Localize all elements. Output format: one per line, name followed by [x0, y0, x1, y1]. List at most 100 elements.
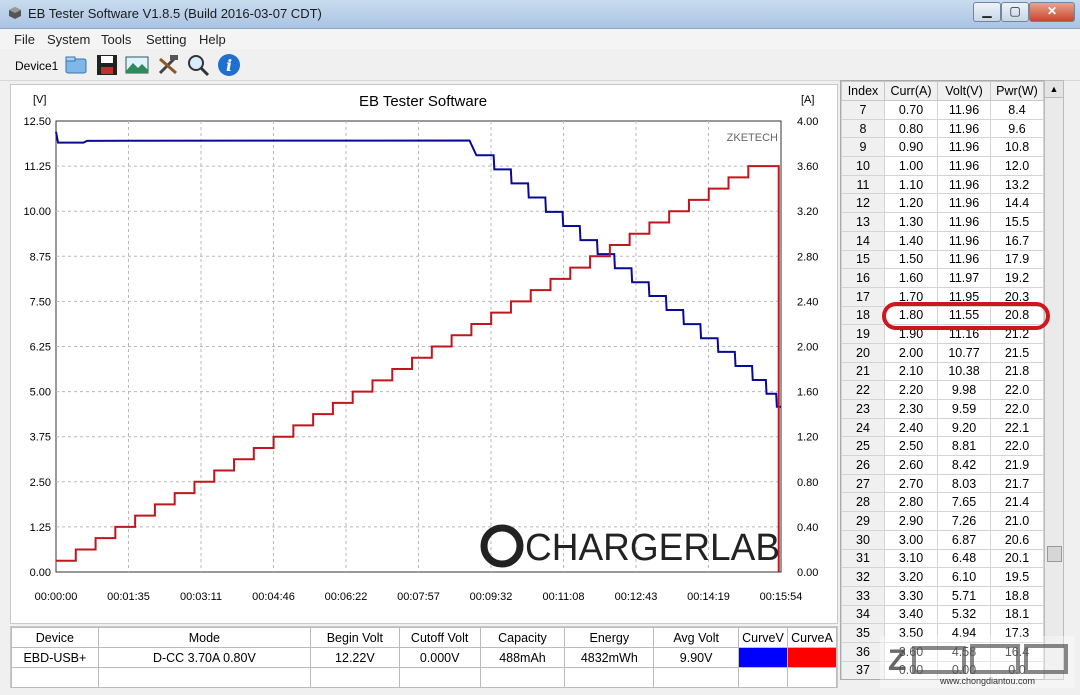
- row-voltage: 5.71: [937, 585, 991, 606]
- menu-file[interactable]: File: [14, 32, 35, 47]
- data-grid[interactable]: Index Curr(A) Volt(V) Pwr(W) 7 0.70 11.96 8…: [840, 80, 1045, 680]
- table-row[interactable]: 15 1.50 11.96 17.9: [841, 249, 1044, 270]
- row-power: 20.1: [990, 548, 1044, 569]
- row-power: 22.0: [990, 380, 1044, 400]
- minimize-button[interactable]: ▁: [973, 2, 1001, 22]
- table-row[interactable]: 29 2.90 7.26 21.0: [841, 511, 1044, 531]
- row-current: 2.60: [884, 455, 938, 475]
- table-row[interactable]: 20 2.00 10.77 21.5: [841, 342, 1044, 363]
- table-row[interactable]: 26 2.60 8.42 21.9: [841, 455, 1044, 475]
- table-row[interactable]: 21 2.10 10.38 21.8: [841, 361, 1044, 382]
- grid-header-index[interactable]: Index: [841, 81, 885, 101]
- table-row[interactable]: 16 1.60 11.97 19.2: [841, 268, 1044, 288]
- y-right-tick-label: 2.40: [797, 296, 818, 308]
- menu-help[interactable]: Help: [199, 32, 226, 47]
- table-row[interactable]: 27 2.70 8.03 21.7: [841, 473, 1044, 494]
- row-power: 19.5: [990, 567, 1044, 587]
- summary-header-begin-volt: Begin Volt: [309, 627, 400, 648]
- table-row[interactable]: 24 2.40 9.20 22.1: [841, 417, 1044, 438]
- table-row[interactable]: 33 3.30 5.71 18.8: [841, 585, 1044, 606]
- table-row[interactable]: 7 0.70 11.96 8.4: [841, 100, 1044, 120]
- curve-v-color-swatch[interactable]: [738, 647, 788, 668]
- close-button[interactable]: ✕: [1029, 2, 1075, 22]
- table-row[interactable]: 13 1.30 11.96 15.5: [841, 212, 1044, 232]
- save-icon[interactable]: [95, 53, 119, 77]
- row-power: 21.0: [990, 511, 1044, 531]
- folder-icon[interactable]: [64, 53, 88, 77]
- scroll-thumb[interactable]: [1047, 546, 1062, 562]
- table-row[interactable]: 17 1.70 11.95 20.3: [841, 286, 1044, 307]
- table-row[interactable]: 18 1.80 11.55 20.8: [841, 305, 1044, 326]
- scroll-up-icon[interactable]: ▲: [1045, 81, 1063, 98]
- summary-header-device: Device: [11, 627, 99, 648]
- x-tick-label: 00:06:22: [325, 591, 368, 603]
- table-row[interactable]: 35 3.50 4.94 17.3: [841, 623, 1044, 643]
- summary-panel: Device Mode Begin Volt Cutoff Volt Capac…: [10, 626, 838, 688]
- table-row[interactable]: 25 2.50 8.81 22.0: [841, 436, 1044, 457]
- table-row[interactable]: 22 2.20 9.98 22.0: [841, 380, 1044, 400]
- curve-a-color-swatch[interactable]: [786, 647, 838, 668]
- row-voltage: 11.55: [937, 305, 991, 326]
- table-row[interactable]: 11 1.10 11.96 13.2: [841, 174, 1044, 195]
- summary-header-cutoff-volt: Cutoff Volt: [398, 627, 481, 648]
- table-row[interactable]: 31 3.10 6.48 20.1: [841, 548, 1044, 569]
- table-row[interactable]: 10 1.00 11.96 12.0: [841, 156, 1044, 176]
- row-voltage: 8.42: [937, 455, 991, 475]
- row-voltage: 8.03: [937, 473, 991, 494]
- table-row[interactable]: 8 0.80 11.96 9.6: [841, 118, 1044, 139]
- table-row[interactable]: 28 2.80 7.65 21.4: [841, 492, 1044, 513]
- summary-begin-volt: 12.22V: [309, 647, 400, 668]
- table-row[interactable]: 34 3.40 5.32 18.1: [841, 604, 1044, 625]
- table-row[interactable]: 9 0.90 11.96 10.8: [841, 137, 1044, 158]
- table-row[interactable]: 30 3.00 6.87 20.6: [841, 529, 1044, 550]
- menu-system[interactable]: System: [47, 32, 91, 47]
- summary-header-row: Device Mode Begin Volt Cutoff Volt Capac…: [11, 627, 838, 648]
- row-current: 3.00: [884, 529, 938, 550]
- summary-value-row[interactable]: EBD-USB+ D-CC 3.70A 0.80V 12.22V 0.000V …: [11, 647, 838, 668]
- row-voltage: 10.77: [937, 342, 991, 363]
- row-voltage: 11.96: [937, 230, 991, 251]
- table-row[interactable]: 14 1.40 11.96 16.7: [841, 230, 1044, 251]
- chart-image-icon[interactable]: [125, 53, 149, 77]
- y-right-tick-label: 1.60: [797, 387, 818, 399]
- row-power: 21.5: [990, 342, 1044, 363]
- row-index: 21: [841, 361, 885, 382]
- row-index: 17: [841, 286, 885, 307]
- table-row[interactable]: 23 2.30 9.59 22.0: [841, 399, 1044, 419]
- row-current: 2.30: [884, 399, 938, 419]
- grid-header-power[interactable]: Pwr(W): [990, 81, 1044, 101]
- grid-scrollbar[interactable]: ▲: [1044, 80, 1064, 680]
- y-left-tick-label: 6.25: [30, 342, 51, 354]
- grid-header-current[interactable]: Curr(A): [884, 81, 938, 101]
- logo-c-mark: [480, 524, 524, 568]
- table-row[interactable]: 32 3.20 6.10 19.5: [841, 567, 1044, 587]
- row-current: 1.10: [884, 174, 938, 195]
- title-bar[interactable]: EB Tester Software V1.8.5 (Build 2016-03…: [0, 0, 1080, 29]
- row-current: 3.10: [884, 548, 938, 569]
- x-tick-label: 00:15:54: [760, 591, 803, 603]
- maximize-button[interactable]: ▢: [1001, 2, 1029, 22]
- toolbar: Device1 i: [0, 50, 1080, 81]
- device-selector[interactable]: Device1: [15, 59, 59, 73]
- row-index: 29: [841, 511, 885, 531]
- grid-header-voltage[interactable]: Volt(V): [937, 81, 991, 101]
- row-current: 2.40: [884, 417, 938, 438]
- x-tick-label: 00:01:35: [107, 591, 150, 603]
- row-voltage: 5.32: [937, 604, 991, 625]
- row-index: 9: [841, 137, 885, 158]
- row-power: 10.8: [990, 137, 1044, 158]
- menu-tools[interactable]: Tools: [101, 32, 132, 47]
- row-index: 36: [841, 641, 885, 662]
- row-index: 32: [841, 567, 885, 587]
- table-row[interactable]: 12 1.20 11.96 14.4: [841, 193, 1044, 214]
- row-current: 1.00: [884, 156, 938, 176]
- menu-setting[interactable]: Setting: [146, 32, 187, 47]
- y-right-tick-label: 2.80: [797, 251, 818, 263]
- row-index: 12: [841, 193, 885, 214]
- row-voltage: 11.97: [937, 268, 991, 288]
- y-right-tick-label: 0.00: [797, 567, 818, 579]
- info-icon[interactable]: i: [217, 53, 241, 77]
- search-icon[interactable]: [186, 53, 210, 77]
- y-left-unit: [V]: [33, 94, 46, 106]
- tools-icon[interactable]: [156, 53, 180, 77]
